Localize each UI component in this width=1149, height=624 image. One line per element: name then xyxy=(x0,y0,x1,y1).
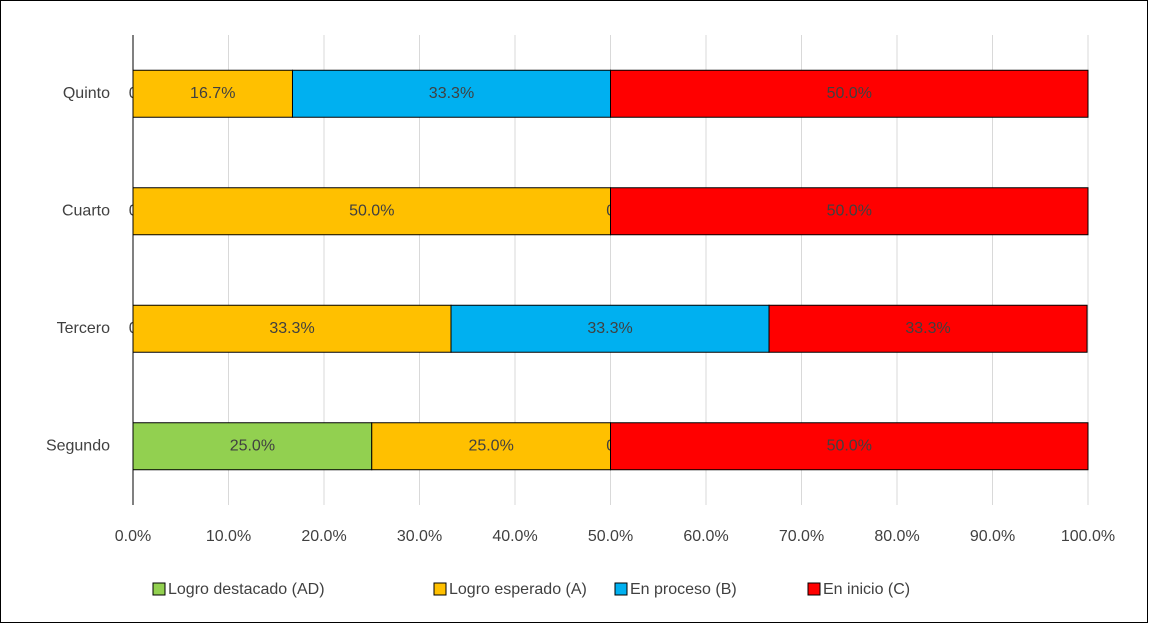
bar-segment xyxy=(768,304,1088,353)
x-tick-label: 100.0% xyxy=(1061,528,1115,545)
bar-segment xyxy=(610,69,1089,118)
bar-segment xyxy=(132,69,293,118)
data-label: 33.3% xyxy=(429,85,474,102)
legend-swatch xyxy=(433,582,447,596)
data-label: 50.0% xyxy=(827,437,872,454)
x-tick-label: 70.0% xyxy=(779,528,824,545)
data-label: 25.0% xyxy=(230,437,275,454)
data-label: 33.3% xyxy=(269,320,314,337)
data-label: 16.7% xyxy=(190,85,235,102)
x-tick-label: 40.0% xyxy=(492,528,537,545)
y-tick-label: Cuarto xyxy=(62,202,110,219)
legend-swatch xyxy=(807,582,821,596)
data-label: 50.0% xyxy=(827,85,872,102)
legend-swatch xyxy=(614,582,628,596)
data-label: 33.3% xyxy=(587,320,632,337)
bar-segment xyxy=(132,187,611,236)
bar-segment xyxy=(371,422,611,471)
x-tick-label: 90.0% xyxy=(970,528,1015,545)
data-label: 50.0% xyxy=(827,202,872,219)
bar-segment xyxy=(132,304,452,353)
legend-label: Logro destacado (AD) xyxy=(168,581,325,598)
bar-segment xyxy=(291,69,611,118)
y-tick-label: Quinto xyxy=(63,85,110,102)
y-tick-label: Tercero xyxy=(57,320,110,337)
x-tick-label: 30.0% xyxy=(397,528,442,545)
bar-segment xyxy=(610,422,1089,471)
x-tick-label: 80.0% xyxy=(874,528,919,545)
legend-label: Logro esperado (A) xyxy=(449,581,587,598)
x-tick-label: 60.0% xyxy=(683,528,728,545)
x-tick-label: 20.0% xyxy=(301,528,346,545)
x-tick-label: 50.0% xyxy=(588,528,633,545)
y-tick-label: Segundo xyxy=(46,437,110,454)
data-label: 50.0% xyxy=(349,202,394,219)
data-label: 33.3% xyxy=(905,320,950,337)
x-tick-label: 10.0% xyxy=(206,528,251,545)
bar-segment xyxy=(450,304,770,353)
bar-segment xyxy=(610,187,1089,236)
legend-swatch xyxy=(152,582,166,596)
legend-label: En inicio (C) xyxy=(823,581,910,598)
x-tick-label: 0.0% xyxy=(115,528,151,545)
legend-label: En proceso (B) xyxy=(630,581,737,598)
bar-segment xyxy=(132,422,373,471)
data-label: 25.0% xyxy=(468,437,513,454)
